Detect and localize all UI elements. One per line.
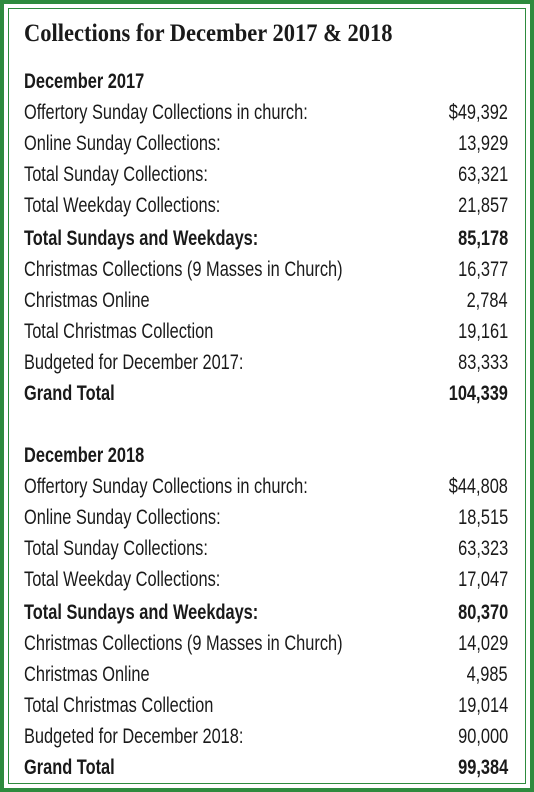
row-value: $49,392 <box>448 101 508 124</box>
row-value: 14,029 <box>457 632 508 655</box>
row-value: 18,515 <box>457 506 508 529</box>
row-label: Total Sundays and Weekdays: <box>24 227 259 250</box>
section-heading: December 2017 <box>24 70 145 93</box>
row-value: 99,384 <box>457 756 508 779</box>
row-label: Total Weekday Collections: <box>24 194 221 217</box>
row-value: 85,178 <box>457 227 508 250</box>
row-label: Online Sunday Collections: <box>24 506 221 529</box>
row-label: Christmas Online <box>24 663 150 686</box>
row-label: Total Weekday Collections: <box>24 568 221 591</box>
row-label: Budgeted for December 2017: <box>24 351 244 374</box>
row-value: 16,377 <box>457 258 508 281</box>
title: Collections for December 2017 & 2018 <box>24 20 393 47</box>
row-value: 13,929 <box>457 132 508 155</box>
row-value: 83,333 <box>457 351 508 374</box>
row-label: Grand Total <box>24 382 115 405</box>
row-value: 2,784 <box>467 289 508 312</box>
row-label: Offertory Sunday Collections in church: <box>24 475 308 498</box>
row-value: 19,014 <box>457 694 508 717</box>
row-value: 17,047 <box>457 568 508 591</box>
row-label: Budgeted for December 2018: <box>24 725 244 748</box>
row-label: Offertory Sunday Collections in church: <box>24 101 308 124</box>
row-value: 104,339 <box>448 382 508 405</box>
row-label: Grand Total <box>24 756 115 779</box>
section-heading: December 2018 <box>24 444 145 467</box>
row-value: 90,000 <box>457 725 508 748</box>
row-value: 19,161 <box>457 320 508 343</box>
row-label: Total Sunday Collections: <box>24 163 208 186</box>
row-label: Total Christmas Collection <box>24 320 214 343</box>
row-label: Online Sunday Collections: <box>24 132 221 155</box>
row-label: Christmas Collections (9 Masses in Churc… <box>24 632 343 655</box>
row-value: 63,321 <box>457 163 508 186</box>
row-value: 63,323 <box>457 537 508 560</box>
row-label: Christmas Online <box>24 289 150 312</box>
row-value: 80,370 <box>457 601 508 624</box>
row-label: Total Christmas Collection <box>24 694 214 717</box>
row-value: 4,985 <box>467 663 508 686</box>
row-value: $44,808 <box>448 475 508 498</box>
row-label: Total Sundays and Weekdays: <box>24 601 259 624</box>
inner-border <box>8 8 526 784</box>
row-label: Christmas Collections (9 Masses in Churc… <box>24 258 343 281</box>
row-value: 21,857 <box>457 194 508 217</box>
row-label: Total Sunday Collections: <box>24 537 208 560</box>
